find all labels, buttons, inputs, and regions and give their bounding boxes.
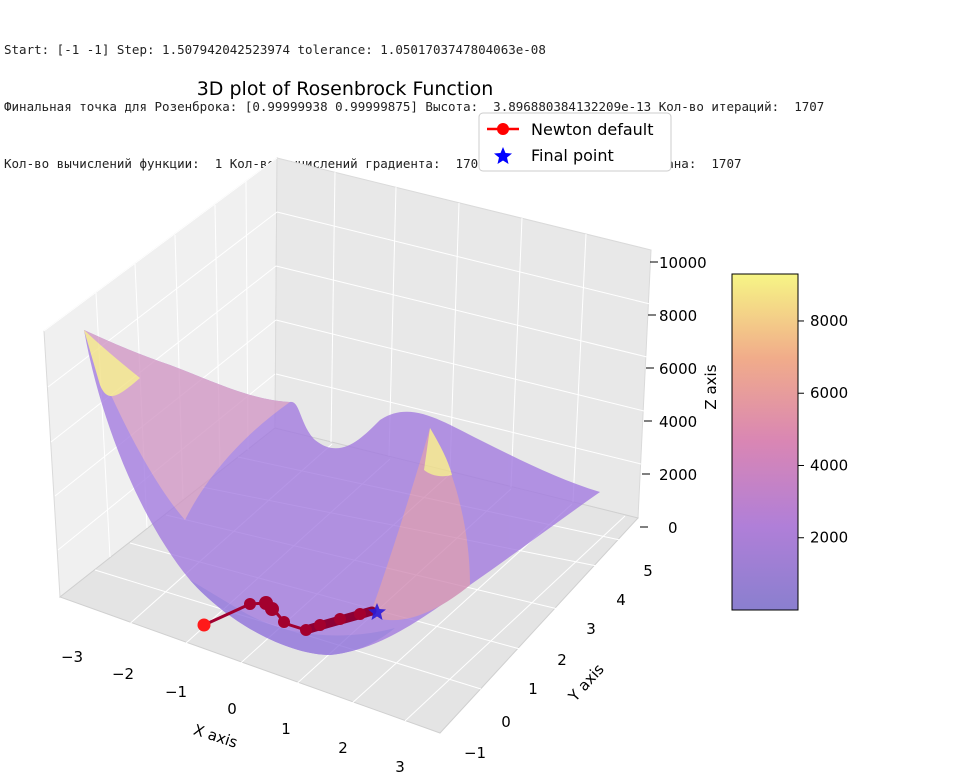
y-tick-label: −1 bbox=[464, 744, 486, 762]
colorbar-tick-label: 2000 bbox=[810, 529, 848, 547]
x-axis-ticks: −3 −2 −1 0 1 2 3 bbox=[61, 648, 405, 776]
colorbar-gradient bbox=[731, 273, 799, 611]
colorbar-ticks: 2000 4000 6000 8000 bbox=[798, 312, 848, 547]
x-tick-label: 2 bbox=[338, 739, 348, 757]
z-tick-label: 6000 bbox=[659, 360, 697, 378]
path-point bbox=[354, 608, 366, 620]
z-tick-label: 10000 bbox=[659, 254, 707, 272]
surface bbox=[84, 330, 600, 655]
surface-left-peak bbox=[84, 330, 140, 397]
z-tick-label: 4000 bbox=[659, 413, 697, 431]
z-tick-label: 8000 bbox=[659, 307, 697, 325]
x-tick-label: 3 bbox=[395, 758, 405, 776]
z-tick-label: 0 bbox=[668, 519, 678, 537]
legend-marker-newton bbox=[497, 123, 509, 135]
colorbar-tick-label: 6000 bbox=[810, 384, 848, 402]
y-tick-label: 4 bbox=[616, 591, 626, 609]
legend-marker-final-star bbox=[494, 147, 512, 164]
path-point bbox=[300, 624, 312, 636]
path-point bbox=[334, 613, 346, 625]
colorbar-tick-label: 8000 bbox=[810, 312, 848, 330]
x-tick-label: 1 bbox=[281, 720, 291, 738]
path-point bbox=[244, 598, 256, 610]
y-tick-label: 5 bbox=[643, 562, 653, 580]
chart-title: 3D plot of Rosenbrock Function bbox=[197, 78, 494, 100]
z-axis-label: Z axis bbox=[702, 364, 720, 409]
legend-label-newton: Newton default bbox=[531, 120, 653, 139]
y-axis-ticks: −1 0 1 2 3 4 5 bbox=[464, 562, 653, 762]
path-point bbox=[314, 619, 326, 631]
x-tick-label: 0 bbox=[227, 700, 237, 718]
newton-path bbox=[197, 596, 386, 636]
console-line-start: Start: [-1 -1] Step: 1.507942042523974 t… bbox=[4, 42, 546, 57]
y-tick-label: 1 bbox=[528, 680, 538, 698]
surface-front-rim bbox=[190, 580, 395, 655]
console-line-final-point: Финальная точка для Розенброка: [0.99999… bbox=[4, 99, 825, 114]
path-point bbox=[197, 618, 211, 632]
path-point bbox=[265, 602, 279, 616]
colorbar: 2000 4000 6000 8000 bbox=[731, 273, 848, 611]
y-tick-label: 3 bbox=[586, 620, 596, 638]
y-axis-label: Y axis bbox=[564, 660, 608, 706]
legend: Newton default Final point bbox=[478, 112, 672, 172]
console-output: Start: [-1 -1] Step: 1.507942042523974 t… bbox=[4, 2, 824, 192]
x-tick-label: −2 bbox=[112, 665, 134, 683]
x-tick-label: −1 bbox=[165, 683, 187, 701]
x-axis-label: X axis bbox=[191, 721, 240, 752]
final-point-star bbox=[368, 603, 386, 620]
legend-box bbox=[478, 112, 672, 172]
colorbar-tick-label: 4000 bbox=[810, 456, 848, 474]
x-tick-label: −3 bbox=[61, 648, 83, 666]
y-tick-label: 0 bbox=[501, 713, 511, 731]
y-tick-label: 2 bbox=[557, 651, 567, 669]
surface-right-peak bbox=[424, 428, 452, 477]
z-axis-ticks: 0 2000 4000 6000 8000 10000 bbox=[640, 254, 707, 537]
z-tick-label: 2000 bbox=[659, 466, 697, 484]
path-point bbox=[278, 616, 290, 628]
legend-label-final: Final point bbox=[531, 146, 614, 165]
